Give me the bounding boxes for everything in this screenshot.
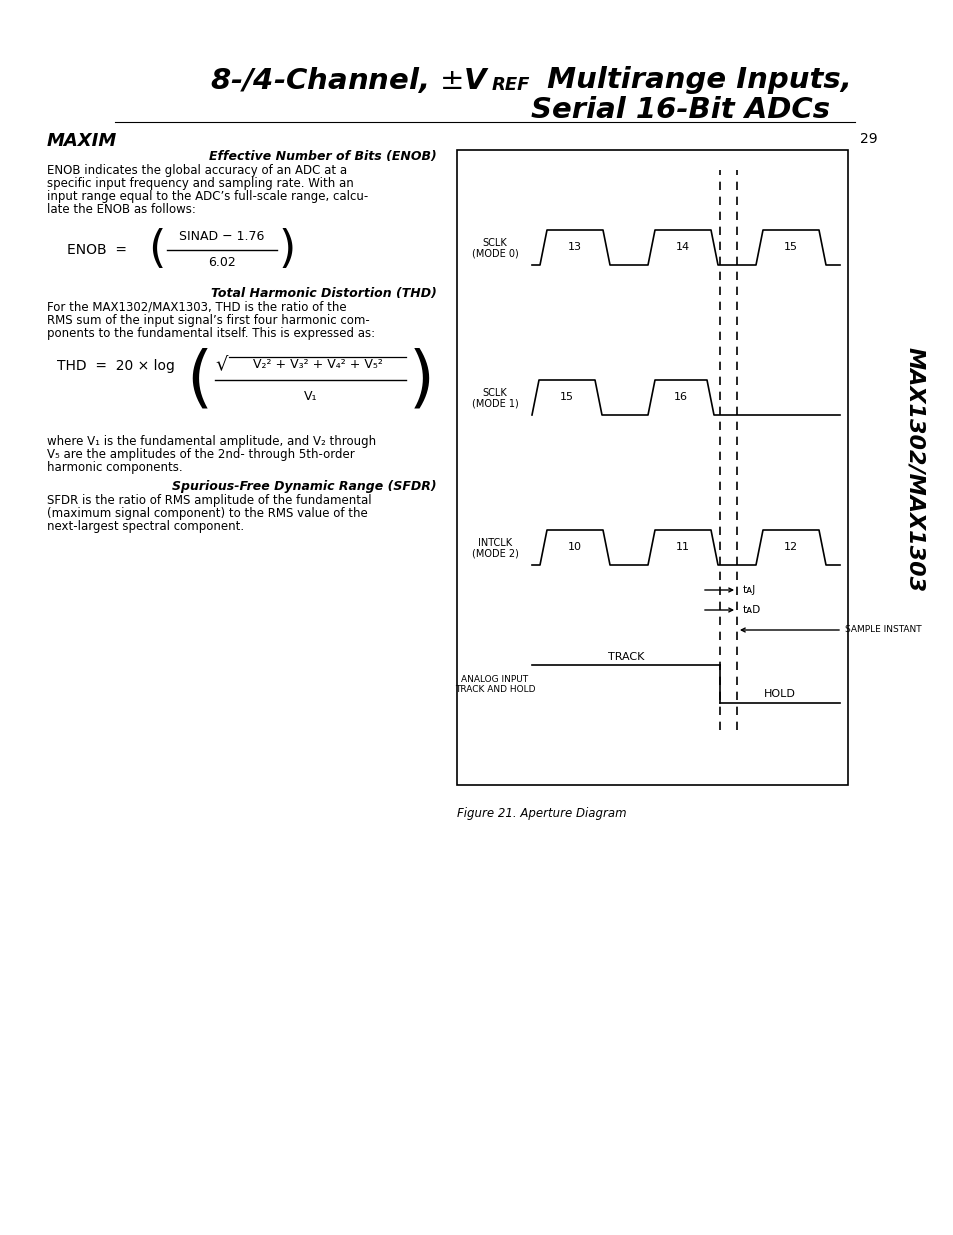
Text: MAXIM: MAXIM [47, 132, 117, 149]
Text: RMS sum of the input signal’s first four harmonic com-: RMS sum of the input signal’s first four… [47, 314, 370, 327]
Text: 6.02: 6.02 [208, 257, 235, 269]
Text: specific input frequency and sampling rate. With an: specific input frequency and sampling ra… [47, 177, 354, 190]
Text: SFDR is the ratio of RMS amplitude of the fundamental: SFDR is the ratio of RMS amplitude of th… [47, 494, 372, 508]
Text: 8-/4-Channel, $\pm$V: 8-/4-Channel, $\pm$V [210, 65, 490, 95]
Text: SINAD − 1.76: SINAD − 1.76 [179, 231, 264, 243]
Text: INTCLK: INTCLK [477, 537, 512, 547]
Text: ENOB  =: ENOB = [67, 243, 127, 257]
Text: V₂² + V₃² + V₄² + V₅²: V₂² + V₃² + V₄² + V₅² [253, 357, 382, 370]
Text: HOLD: HOLD [763, 689, 795, 699]
Text: (maximum signal component) to the RMS value of the: (maximum signal component) to the RMS va… [47, 508, 367, 520]
Text: Figure 21. Aperture Diagram: Figure 21. Aperture Diagram [456, 806, 626, 820]
Text: Effective Number of Bits (ENOB): Effective Number of Bits (ENOB) [209, 149, 436, 163]
Text: harmonic components.: harmonic components. [47, 461, 182, 474]
Text: 14: 14 [676, 242, 689, 252]
Text: Spurious-Free Dynamic Range (SFDR): Spurious-Free Dynamic Range (SFDR) [172, 480, 436, 493]
Text: For the MAX1302/MAX1303, THD is the ratio of the: For the MAX1302/MAX1303, THD is the rati… [47, 301, 346, 314]
Text: THD  =  20 × log: THD = 20 × log [57, 359, 174, 373]
Text: (: ( [148, 228, 166, 272]
Text: Total Harmonic Distortion (THD): Total Harmonic Distortion (THD) [211, 287, 436, 300]
Text: SCLK: SCLK [482, 237, 507, 247]
Text: REF: REF [492, 77, 530, 94]
Bar [456, 149, 847, 785]
Text: MAX1302/MAX1303: MAX1302/MAX1303 [904, 347, 924, 592]
Text: √: √ [214, 354, 227, 373]
Text: TRACK: TRACK [607, 652, 643, 662]
Text: (MODE 2): (MODE 2) [471, 548, 517, 558]
Text: next-largest spectral component.: next-largest spectral component. [47, 520, 244, 534]
Text: 15: 15 [783, 242, 797, 252]
Text: Multirange Inputs,: Multirange Inputs, [537, 65, 851, 94]
Text: tᴀJ: tᴀJ [742, 585, 756, 595]
Text: ponents to the fundamental itself. This is expressed as:: ponents to the fundamental itself. This … [47, 327, 375, 340]
Text: 15: 15 [559, 393, 574, 403]
Text: ): ) [409, 347, 435, 412]
Text: (MODE 0): (MODE 0) [471, 248, 517, 258]
Text: where V₁ is the fundamental amplitude, and V₂ through: where V₁ is the fundamental amplitude, a… [47, 435, 375, 448]
Text: 16: 16 [673, 393, 687, 403]
Text: 29: 29 [859, 132, 877, 146]
Text: 12: 12 [783, 542, 798, 552]
Text: (MODE 1): (MODE 1) [471, 399, 517, 409]
Text: 10: 10 [567, 542, 581, 552]
Text: Serial 16-Bit ADCs: Serial 16-Bit ADCs [530, 96, 829, 124]
Text: ANALOG INPUT: ANALOG INPUT [461, 676, 528, 684]
Text: V₁: V₁ [303, 389, 317, 403]
Text: SAMPLE INSTANT: SAMPLE INSTANT [844, 625, 921, 635]
Text: TRACK AND HOLD: TRACK AND HOLD [455, 685, 535, 694]
Text: V₅ are the amplitudes of the 2nd- through 5th-order: V₅ are the amplitudes of the 2nd- throug… [47, 448, 355, 461]
Text: SCLK: SCLK [482, 388, 507, 398]
Text: ENOB indicates the global accuracy of an ADC at a: ENOB indicates the global accuracy of an… [47, 164, 347, 177]
Text: input range equal to the ADC’s full-scale range, calcu-: input range equal to the ADC’s full-scal… [47, 190, 368, 203]
Text: late the ENOB as follows:: late the ENOB as follows: [47, 203, 195, 216]
Text: 13: 13 [567, 242, 581, 252]
Text: 11: 11 [676, 542, 689, 552]
Text: (: ( [186, 347, 212, 412]
Text: ): ) [278, 228, 295, 272]
Text: tᴀD: tᴀD [742, 605, 760, 615]
